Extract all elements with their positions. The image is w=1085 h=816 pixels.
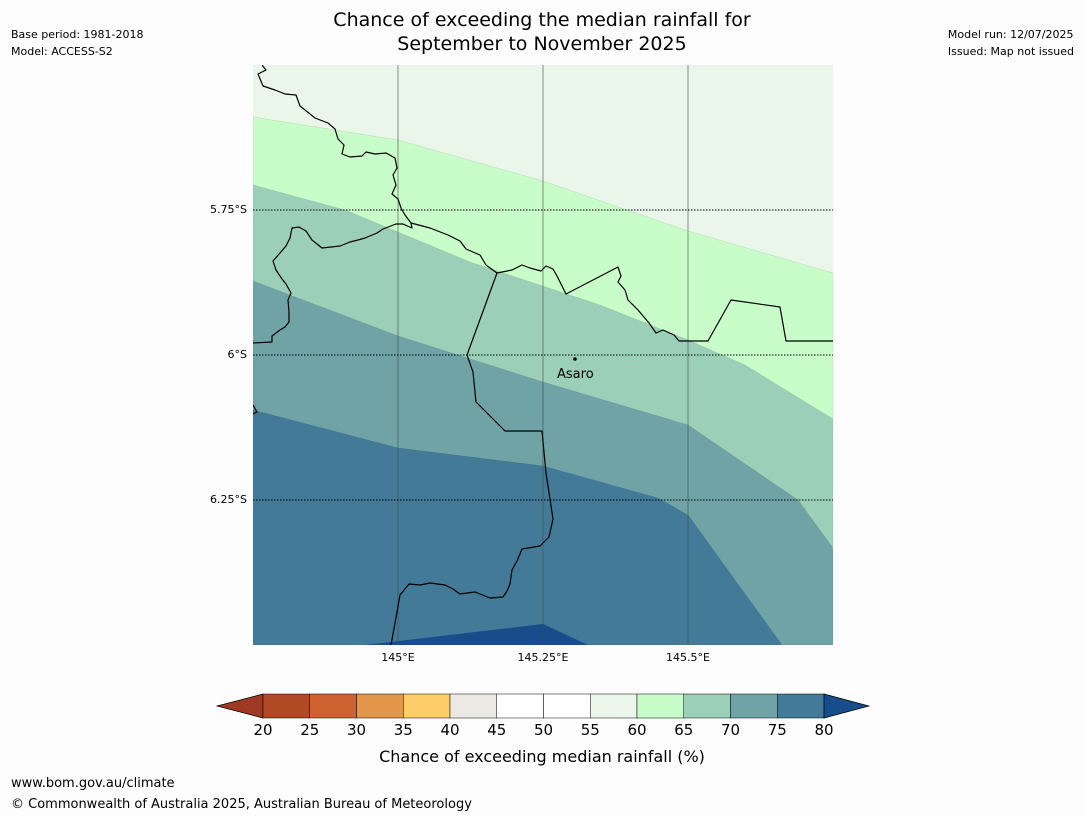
colorbar-bin-70-75 bbox=[730, 693, 778, 719]
colorbar-tick-65: 65 bbox=[674, 721, 693, 739]
colorbar-tick-25: 25 bbox=[300, 721, 319, 739]
colorbar-bin-30-35 bbox=[356, 693, 404, 719]
colorbar-bin-55-60 bbox=[590, 693, 638, 719]
colorbar-tick-80: 80 bbox=[814, 721, 833, 739]
lat-label-6-25: 6.25°S bbox=[210, 493, 247, 506]
colorbar-tick-40: 40 bbox=[440, 721, 459, 739]
colorbar-bin-75-80 bbox=[777, 693, 825, 719]
lon-label-145-25: 145.25°E bbox=[518, 651, 569, 664]
colorbar-title: Chance of exceeding median rainfall (%) bbox=[379, 747, 705, 766]
latitude-labels: 5.75°S 6°S 6.25°S bbox=[210, 203, 247, 506]
colorbar-bin-50-55 bbox=[543, 693, 591, 719]
colorbar: 20 25 30 35 40 45 50 55 60 65 70 75 80 Chance of exc… bbox=[215, 693, 871, 766]
colorbar-bin-40-45 bbox=[449, 693, 497, 719]
colorbar-bin-65-70 bbox=[683, 693, 731, 719]
colorbar-tick-75: 75 bbox=[768, 721, 787, 739]
metadata-right: Model run: 12/07/2025 Issued: Map not is… bbox=[948, 26, 1074, 60]
map-title: Chance of exceeding the median rainfall … bbox=[242, 8, 842, 56]
colorbar-under-triangle bbox=[215, 693, 264, 719]
model-text: Model: ACCESS-S2 bbox=[11, 45, 113, 58]
colorbar-bin-35-40 bbox=[403, 693, 451, 719]
colorbar-tick-70: 70 bbox=[721, 721, 740, 739]
colorbar-tick-35: 35 bbox=[394, 721, 413, 739]
band-above-80 bbox=[365, 624, 588, 645]
copyright-text: © Commonwealth of Australia 2025, Austra… bbox=[11, 797, 472, 812]
colorbar-tick-20: 20 bbox=[253, 721, 272, 739]
map-panel[interactable] bbox=[253, 65, 833, 645]
issued-text: Issued: Map not issued bbox=[947, 45, 1074, 58]
colorbar-tick-55: 55 bbox=[581, 721, 600, 739]
colorbar-bin-60-65 bbox=[636, 693, 684, 719]
model-run-text: Model run: 12/07/2025 bbox=[947, 28, 1074, 41]
colorbar-bin-45-50 bbox=[496, 693, 544, 719]
colorbar-bin-20-25 bbox=[262, 693, 310, 719]
title-line-1: Chance of exceeding the median rainfall … bbox=[333, 9, 751, 31]
colorbar-tick-50: 50 bbox=[534, 721, 553, 739]
base-period-text: Base period: 1981-2018 bbox=[11, 28, 144, 41]
place-dot-icon bbox=[573, 357, 577, 361]
title-line-2: September to November 2025 bbox=[397, 33, 687, 55]
lat-label-5-75: 5.75°S bbox=[210, 203, 247, 216]
band-75-80 bbox=[253, 409, 783, 645]
province-boundaries bbox=[253, 65, 833, 645]
colorbar-bins bbox=[262, 693, 825, 719]
place-marker[interactable]: Asaro bbox=[557, 357, 594, 382]
gridlines bbox=[253, 65, 833, 645]
lon-label-145: 145°E bbox=[381, 651, 414, 664]
colorbar-tick-60: 60 bbox=[627, 721, 646, 739]
lon-label-145-5: 145.5°E bbox=[666, 651, 710, 664]
longitude-labels: 145°E 145.25°E 145.5°E bbox=[381, 651, 710, 664]
footer: www.bom.gov.au/climate © Commonwealth of… bbox=[11, 773, 472, 815]
colorbar-over-triangle bbox=[823, 693, 871, 719]
place-label-asaro: Asaro bbox=[557, 367, 594, 382]
colorbar-bin-25-30 bbox=[309, 693, 357, 719]
colorbar-tick-45: 45 bbox=[487, 721, 506, 739]
colorbar-ticks: 20 25 30 35 40 45 50 55 60 65 70 75 80 bbox=[253, 721, 833, 739]
metadata-left: Base period: 1981-2018 Model: ACCESS-S2 bbox=[11, 26, 143, 60]
website-link[interactable]: www.bom.gov.au/climate bbox=[11, 776, 175, 791]
lat-label-6: 6°S bbox=[228, 348, 247, 361]
colorbar-tick-30: 30 bbox=[347, 721, 366, 739]
